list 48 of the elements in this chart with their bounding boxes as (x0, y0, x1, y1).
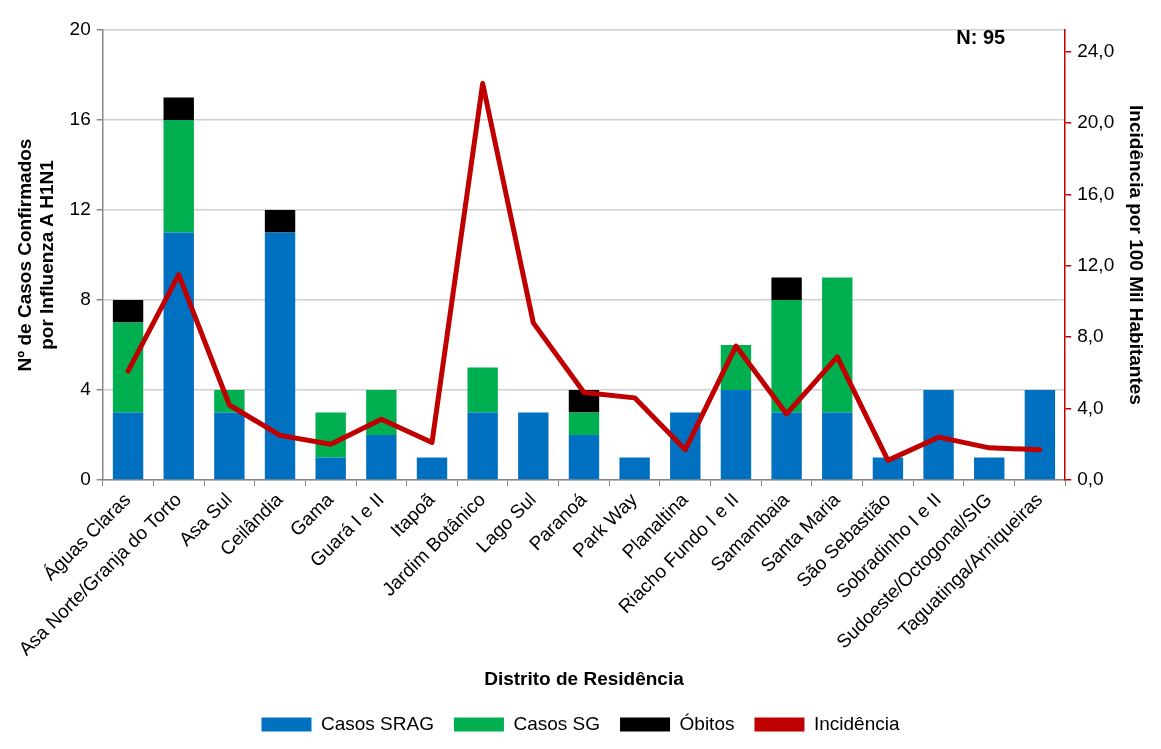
y2-tick-label: 16,0 (1077, 182, 1115, 204)
legend-label: Incidência (813, 712, 900, 734)
bar (163, 120, 194, 233)
y-tick-label: 12 (69, 198, 91, 220)
y2-axis-title: Incidência por 100 Mil Habitantes (1126, 105, 1148, 405)
bar (264, 232, 296, 480)
y-tick-label: 16 (69, 108, 91, 130)
y-tick-label: 20 (69, 18, 91, 40)
bar (771, 412, 802, 480)
bar (264, 210, 296, 233)
bar (619, 457, 650, 480)
y-tick-label: 4 (80, 378, 92, 400)
x-axis-title: Distrito de Residência (484, 667, 685, 689)
y2-tick-label: 0,0 (1077, 468, 1104, 490)
y-tick-label: 8 (80, 288, 91, 310)
bar (568, 435, 600, 480)
bar (112, 412, 144, 480)
bar (974, 457, 1005, 480)
bar (822, 412, 853, 480)
y-axis-title: Nº de Casos Confirmados por Influenza A H1N1 (13, 138, 58, 372)
bar (467, 367, 498, 413)
bar (518, 412, 549, 480)
bar (568, 412, 600, 436)
bar (1024, 390, 1056, 480)
bar (467, 412, 498, 480)
legend-label: Óbitos (679, 712, 735, 734)
y2-tick-label: 20,0 (1077, 111, 1115, 133)
bar (416, 457, 448, 480)
bar (771, 300, 802, 413)
bar (112, 322, 144, 413)
legend-label: Casos SRAG (320, 712, 434, 734)
bar (163, 232, 194, 480)
annotation: N: 95 (956, 25, 1006, 48)
bar (163, 97, 194, 120)
bar (112, 300, 144, 323)
y2-tick-label: 12,0 (1077, 253, 1115, 275)
y2-tick-label: 8,0 (1077, 325, 1104, 347)
legend-label: Casos SG (513, 712, 601, 734)
bar (771, 277, 802, 300)
bar (214, 412, 245, 480)
bar (315, 457, 346, 480)
y2-tick-label: 24,0 (1077, 39, 1115, 61)
y2-tick-label: 4,0 (1077, 396, 1104, 418)
y-tick-label: 0 (80, 468, 91, 490)
bar (720, 390, 752, 480)
bar (366, 435, 397, 480)
bar (822, 277, 853, 413)
bar (923, 390, 954, 480)
